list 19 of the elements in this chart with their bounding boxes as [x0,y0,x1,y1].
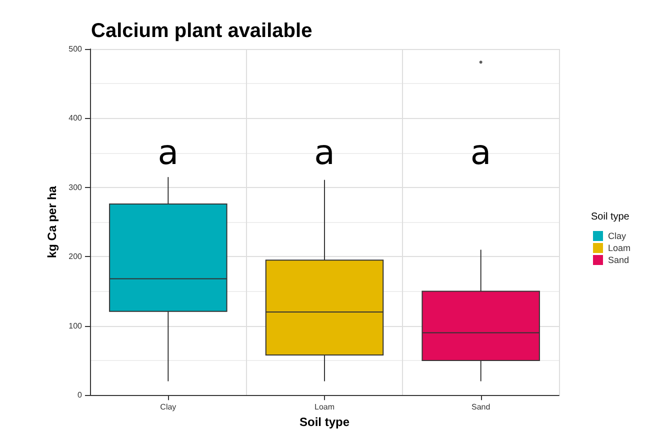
y-tick-label: 500 [68,44,83,54]
x-axis-title: Soil type [299,415,350,429]
annotation: a [314,133,335,173]
legend-label: Loam [608,243,631,253]
x-tick-label: Clay [160,402,176,412]
annotation: a [470,133,492,173]
y-axis-title: kg Ca per ha [44,186,59,258]
x-tick-label: Sand [471,402,490,412]
y-tick-label: 300 [68,182,83,192]
chart-title: Calcium plant available [91,20,312,42]
y-tick-label: 400 [68,114,83,123]
y-tick-label: 100 [68,321,83,330]
legend-label: Sand [608,255,630,265]
y-tick-label: 0 [78,390,83,400]
x-tick-label: Loam [314,402,335,412]
legend-title: Soil type [591,212,630,222]
legend-label: Clay [608,231,627,241]
annotation: a [158,133,179,173]
y-tick-label: 200 [68,252,83,262]
